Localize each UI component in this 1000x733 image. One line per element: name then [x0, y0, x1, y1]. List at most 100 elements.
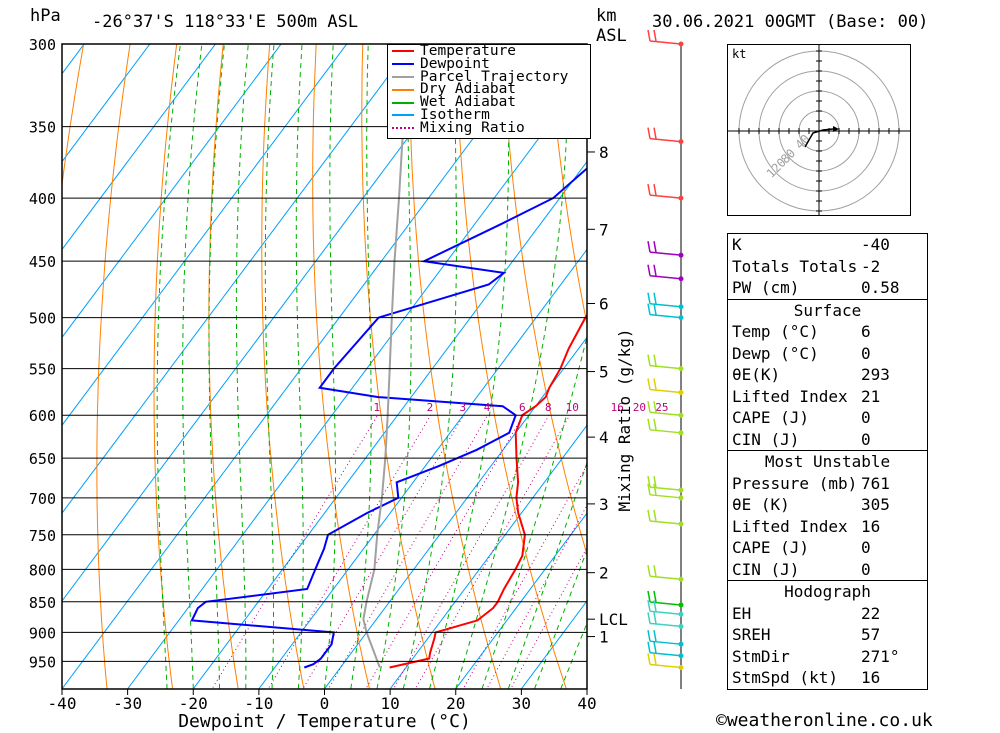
height-unit-km: km: [596, 6, 617, 26]
chart-legend: Temperature Dewpoint Parcel Trajectory Dry …: [387, 44, 591, 139]
pressure-tick-label: 450: [29, 253, 56, 271]
index-label: Pressure (mb): [732, 473, 858, 493]
wind-barb-shaft: [649, 429, 682, 434]
dry-adiabat-line: [501, 44, 587, 557]
pressure-unit: hPa: [30, 6, 61, 26]
index-label: Lifted Index: [732, 516, 848, 536]
wind-barb-shaft: [649, 411, 682, 416]
index-label: CAPE (J): [732, 408, 810, 427]
mixing-ratio-line: [510, 546, 587, 689]
mixing-ratio-axis-label: Mixing Ratio (g/kg): [615, 328, 634, 511]
wind-barb-flag: [647, 630, 651, 642]
isotherm-line: [62, 44, 413, 514]
index-row: θE(K) 293: [728, 364, 927, 386]
wind-barb-flag: [653, 600, 657, 612]
wet-adiabat-line: [182, 44, 203, 689]
pressure-tick-label: 600: [29, 407, 56, 425]
pressure-tick-label: 850: [29, 594, 56, 612]
wind-barb-shaft: [649, 601, 682, 606]
height-tick-label: 2: [599, 564, 609, 583]
hodograph-trace: [804, 128, 834, 148]
index-label: θE (K): [732, 495, 790, 514]
wind-barb-shaft: [649, 388, 682, 394]
series-temperature: [389, 313, 587, 669]
wind-barb-flag: [647, 183, 651, 196]
x-tick-label: -40: [48, 694, 77, 713]
legend-item: Temperature: [388, 43, 590, 59]
index-row: StmSpd (kt) 16: [728, 667, 927, 689]
isotherm-line: [389, 424, 587, 689]
x-tick-label: -20: [179, 694, 208, 713]
wind-barb-shaft: [649, 651, 682, 657]
legend-label: Temperature: [420, 43, 517, 59]
wind-barb-shaft: [649, 364, 682, 370]
wind-barb-shaft: [649, 313, 682, 319]
index-row: K -40: [728, 234, 927, 256]
legend-swatch: [392, 75, 414, 78]
mixing-ratio-line: [414, 414, 571, 689]
legend-swatch: [392, 127, 414, 130]
index-label: SREH: [732, 625, 771, 644]
wind-barb-flag: [653, 653, 657, 665]
wind-barb-flag: [653, 354, 657, 366]
wind-barb-shaft: [649, 40, 682, 45]
wind-barb-flag: [653, 418, 657, 430]
index-label: StmDir: [732, 646, 790, 666]
isotherm-line: [258, 248, 587, 689]
dry-adiabat-line: [96, 44, 131, 689]
wind-barb-flag: [647, 378, 651, 390]
index-label: StmSpd (kt): [732, 668, 838, 687]
mixing-ratio-label: 10: [566, 401, 579, 414]
index-row: PW (cm) 0.58: [728, 277, 927, 299]
pressure-tick-label: 700: [29, 490, 56, 508]
wind-barb-shaft: [649, 610, 682, 616]
datetime-title: 30.06.2021 00GMT (Base: 00): [652, 12, 929, 32]
index-row: Totals Totals -2: [728, 256, 927, 278]
height-tick-label: 5: [599, 363, 609, 382]
wind-barb-flag: [653, 401, 657, 413]
wet-adiabat-line: [534, 548, 587, 689]
wind-barb-flag: [653, 378, 657, 390]
isotherm-line: [455, 512, 587, 689]
wind-barb-shaft: [649, 640, 682, 645]
x-tick-label: 10: [380, 694, 399, 713]
height-tick-label: 1: [599, 628, 609, 647]
index-label: θE(K): [732, 365, 781, 384]
wind-barb-flag: [653, 590, 657, 603]
index-value: 0: [861, 343, 871, 363]
index-label: Totals Totals: [732, 256, 858, 276]
index-label: K: [732, 235, 742, 254]
wind-barb-flag: [653, 630, 657, 642]
dry-adiabat-line: [408, 44, 502, 689]
mixing-ratio-line: [211, 414, 378, 689]
wind-barb-flag: [647, 653, 651, 665]
isotherm-line: [62, 44, 348, 427]
index-row: EH 22: [728, 603, 927, 625]
wind-barb-flag: [647, 509, 651, 522]
mixing-ratio-line: [486, 504, 587, 689]
wind-barb-flag: [653, 264, 657, 276]
x-tick-label: -10: [244, 694, 273, 713]
index-value: 0.58: [861, 278, 900, 297]
wet-adiabat-line: [481, 334, 587, 689]
wind-barb-flag: [647, 354, 651, 366]
indices-section-title: Surface: [728, 298, 927, 322]
mixing-ratio-line: [365, 414, 524, 689]
wind-barb-flag: [647, 241, 651, 253]
index-label: Lifted Index: [732, 386, 848, 406]
wet-adiabat-line: [324, 44, 336, 689]
legend-label: Dry Adiabat: [420, 81, 517, 98]
wind-barb-shaft: [649, 622, 682, 628]
x-tick-label: 30: [512, 694, 531, 713]
wind-barb-flag: [647, 600, 651, 612]
indices-section-title: Hodograph: [728, 580, 927, 603]
x-axis-label: Dewpoint / Temperature (°C): [178, 711, 471, 732]
legend-item: Isotherm: [388, 108, 590, 122]
mixing-ratio-label: 4: [484, 401, 491, 414]
dry-adiabat-line: [957, 7, 1000, 715]
index-value: 761: [861, 473, 890, 493]
wind-barb-shaft: [649, 575, 682, 581]
wind-barb-flag: [653, 292, 657, 304]
dry-adiabat-line: [312, 44, 371, 689]
index-value: 22: [861, 603, 881, 623]
